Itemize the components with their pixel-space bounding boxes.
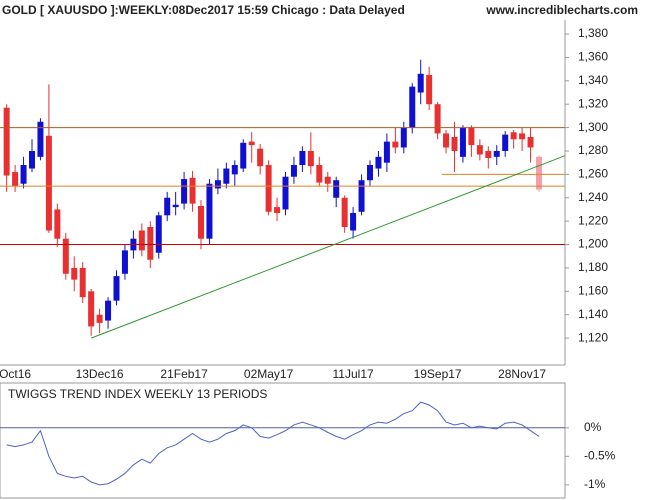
- y-tick-label: 1,140: [578, 307, 608, 321]
- candle-body: [502, 134, 509, 151]
- candle-body: [223, 168, 230, 184]
- y-tick-label: 1,280: [578, 143, 608, 157]
- candle-body: [367, 165, 373, 181]
- candle-body: [392, 141, 399, 148]
- candle-body: [37, 121, 44, 157]
- candle-body: [206, 183, 213, 239]
- candle-body: [383, 141, 390, 163]
- candle-body: [307, 150, 314, 167]
- y-tick-label: 1,340: [578, 73, 608, 87]
- candle-body: [105, 300, 112, 321]
- candle-body: [96, 314, 103, 323]
- y-tick-label: 0%: [584, 420, 602, 434]
- x-tick-label: 02May17: [244, 367, 294, 381]
- candle-body: [164, 197, 171, 216]
- candle-body: [138, 230, 145, 251]
- candle-body: [248, 141, 255, 146]
- y-tick-label: 1,180: [578, 260, 608, 274]
- reference-line: [90, 155, 566, 339]
- candle-body: [240, 142, 247, 169]
- x-tick-label: 19Sep17: [414, 367, 462, 381]
- candle-body: [434, 104, 441, 134]
- candle-body: [519, 133, 526, 140]
- y-tick-label: 1,260: [578, 167, 608, 181]
- candle-body: [459, 127, 466, 157]
- candle-body: [79, 267, 86, 298]
- candle-body: [324, 176, 331, 184]
- candle-body: [45, 135, 52, 231]
- candle-body: [400, 127, 407, 148]
- candle-body: [341, 197, 348, 227]
- panel-title: TWIGGS TREND INDEX WEEKLY 13 PERIODS: [8, 387, 267, 401]
- candle-body: [476, 145, 483, 155]
- y-tick-label: 1,160: [578, 283, 608, 297]
- y-tick-label: 1,320: [578, 96, 608, 110]
- candle-body: [409, 86, 416, 128]
- y-tick-label: 1,120: [578, 330, 608, 344]
- candle-body: [282, 176, 289, 210]
- candle-body: [375, 156, 382, 169]
- candle-body: [443, 133, 450, 148]
- candle-body: [88, 291, 95, 327]
- candle-body: [231, 165, 238, 175]
- candle-body: [214, 180, 221, 189]
- candle-body: [147, 227, 154, 260]
- candle-body: [350, 212, 357, 231]
- chart-title: GOLD [ XAUUSDO ]:WEEKLY:08Dec2017 15:59 …: [2, 3, 405, 17]
- x-tick-label: Oct16: [0, 367, 31, 381]
- candle-body: [451, 136, 458, 151]
- candle-body: [265, 165, 272, 212]
- trend-line: [6, 401, 540, 486]
- candle-body: [198, 205, 204, 239]
- y-tick-label: 1,300: [578, 120, 608, 134]
- y-tick-label: -0.5%: [584, 449, 616, 463]
- candle-body: [493, 150, 500, 157]
- x-tick-label: 13Dec16: [76, 367, 124, 381]
- y-tick-label: 1,380: [578, 26, 608, 40]
- candle-body: [121, 250, 128, 274]
- candle-body: [417, 73, 424, 93]
- candle-body: [181, 179, 188, 204]
- y-tick-label: 1,240: [578, 190, 608, 204]
- candle-body: [12, 172, 19, 187]
- x-tick-label: 11Jul17: [333, 367, 374, 381]
- candle-body: [113, 276, 120, 301]
- candle-body: [299, 150, 306, 166]
- y-tick-label: 1,220: [578, 213, 608, 227]
- candle-body: [333, 180, 340, 198]
- candle-body: [536, 156, 542, 190]
- candle-body: [485, 150, 492, 158]
- candle-body: [29, 150, 35, 169]
- candle-body: [155, 215, 162, 253]
- candle-body: [316, 165, 323, 183]
- candle-body: [257, 148, 264, 167]
- y-tick-label: 1,360: [578, 50, 608, 64]
- source: www.incrediblecharts.com: [485, 3, 638, 17]
- candle-body: [274, 207, 281, 213]
- candle-body: [71, 267, 78, 280]
- candle-body: [510, 132, 517, 140]
- x-tick-label: 21Feb17: [160, 367, 208, 381]
- candle-body: [189, 177, 196, 204]
- y-tick-label: -1%: [584, 477, 606, 491]
- candle-body: [426, 74, 433, 105]
- x-tick-label: 28Nov17: [498, 367, 546, 381]
- candle-body: [358, 180, 365, 212]
- panel-frame: [0, 382, 566, 499]
- candle-body: [20, 165, 27, 184]
- candle-body: [3, 107, 10, 176]
- candle-body: [54, 209, 61, 239]
- candle-body: [290, 165, 297, 177]
- candle-body: [527, 136, 534, 148]
- candle-body: [62, 238, 69, 274]
- y-tick-label: 1,200: [578, 237, 608, 251]
- candle-body: [468, 127, 475, 146]
- candle-body: [172, 204, 179, 208]
